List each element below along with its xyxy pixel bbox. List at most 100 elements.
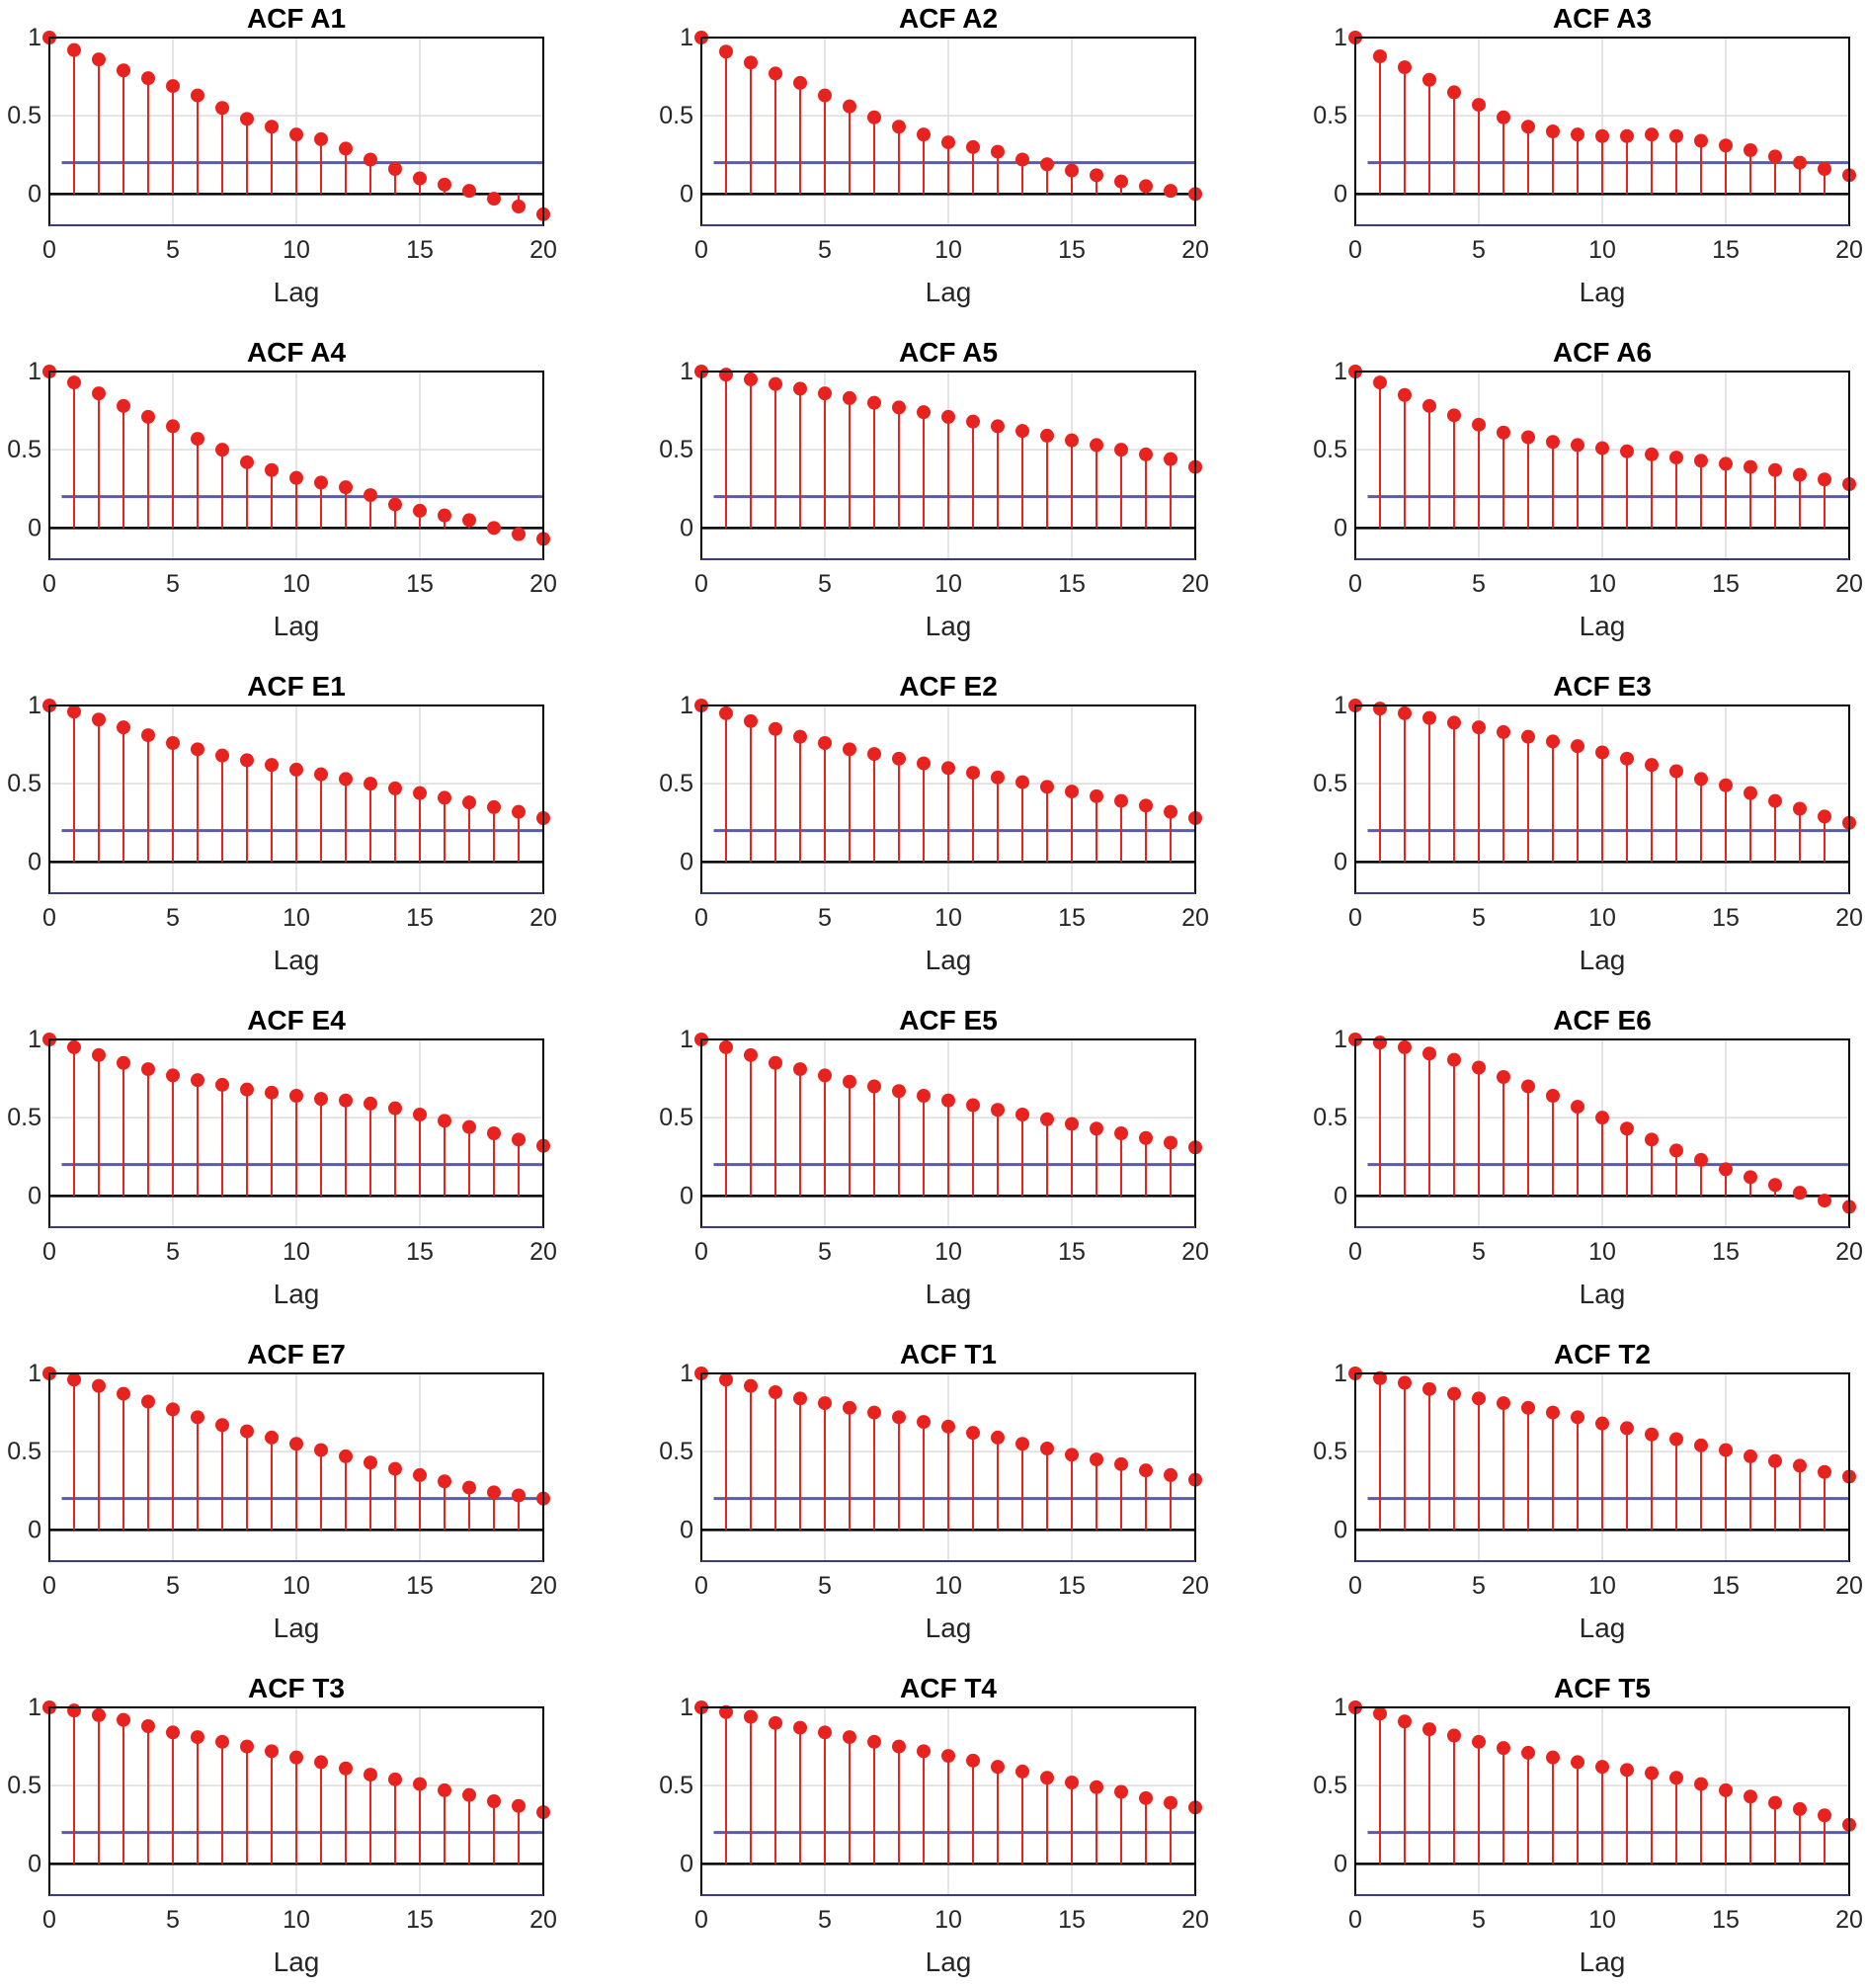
x-tick-label: 15 xyxy=(1712,1572,1740,1600)
panel-title: ACF E3 xyxy=(1553,671,1652,702)
acf-marker-15 xyxy=(1719,1162,1733,1177)
panel-title: ACF T3 xyxy=(248,1673,345,1703)
x-tick-label: 15 xyxy=(406,1906,434,1934)
y-tick-label: 0.5 xyxy=(1313,1772,1347,1799)
acf-marker-1 xyxy=(719,1704,733,1719)
x-tick-label: 0 xyxy=(694,1906,708,1934)
acf-marker-14 xyxy=(388,162,402,176)
x-tick-label: 20 xyxy=(1181,570,1209,598)
acf-marker-18 xyxy=(487,799,501,814)
acf-marker-2 xyxy=(1398,387,1412,402)
acf-marker-17 xyxy=(462,1119,476,1134)
x-tick-label: 15 xyxy=(1058,1906,1086,1934)
x-tick-label: 15 xyxy=(406,904,434,932)
x-tick-label: 5 xyxy=(818,1572,832,1600)
x-tick-label: 20 xyxy=(1181,904,1209,932)
acf-marker-5 xyxy=(1472,1391,1486,1406)
acf-marker-11 xyxy=(314,1443,328,1457)
x-axis-label: Lag xyxy=(1580,945,1626,975)
x-tick-label: 20 xyxy=(529,904,557,932)
acf-marker-15 xyxy=(1065,1776,1079,1789)
acf-marker-13 xyxy=(1669,1432,1683,1447)
x-tick-label: 10 xyxy=(1588,1906,1616,1934)
y-tick-label: 0.5 xyxy=(659,1772,693,1799)
acf-marker-9 xyxy=(917,405,931,420)
x-tick-label: 5 xyxy=(818,236,832,264)
x-tick-label: 10 xyxy=(934,1906,962,1934)
acf-marker-13 xyxy=(1669,764,1683,779)
acf-marker-10 xyxy=(289,762,303,777)
acf-marker-7 xyxy=(1521,430,1535,445)
panel-title: ACF E5 xyxy=(899,1005,998,1035)
x-tick-label: 0 xyxy=(694,904,708,932)
acf-marker-3 xyxy=(1422,710,1436,725)
x-tick-label: 0 xyxy=(42,904,56,932)
x-tick-label: 0 xyxy=(694,1572,708,1600)
acf-marker-4 xyxy=(793,1391,807,1406)
acf-marker-17 xyxy=(1114,1456,1128,1471)
acf-marker-12 xyxy=(1645,1132,1659,1147)
x-tick-label: 10 xyxy=(1588,1572,1616,1600)
acf-marker-12 xyxy=(339,480,353,495)
y-tick-label: 0 xyxy=(28,1516,41,1543)
x-tick-label: 0 xyxy=(1348,1906,1362,1934)
acf-marker-17 xyxy=(462,1480,476,1495)
acf-marker-14 xyxy=(388,1461,402,1476)
acf-marker-2 xyxy=(92,52,106,67)
acf-marker-3 xyxy=(117,720,130,735)
acf-marker-5 xyxy=(818,1068,832,1083)
acf-marker-16 xyxy=(1090,1780,1103,1794)
acf-marker-7 xyxy=(867,110,881,124)
acf-marker-9 xyxy=(265,120,279,134)
acf-marker-2 xyxy=(92,1707,106,1722)
acf-marker-7 xyxy=(215,748,229,763)
x-tick-label: 0 xyxy=(42,1906,56,1934)
acf-marker-5 xyxy=(166,1402,180,1417)
x-tick-label: 20 xyxy=(529,236,557,264)
acf-marker-18 xyxy=(1139,447,1153,461)
acf-marker-13 xyxy=(364,488,377,503)
acf-marker-11 xyxy=(314,1092,328,1107)
acf-marker-15 xyxy=(1065,785,1079,799)
x-axis-label: Lag xyxy=(926,1279,972,1309)
acf-marker-4 xyxy=(141,1394,155,1409)
acf-marker-7 xyxy=(1521,1745,1535,1760)
acf-marker-8 xyxy=(1546,1089,1560,1103)
acf-marker-14 xyxy=(1040,157,1054,172)
acf-marker-10 xyxy=(289,1750,303,1765)
x-tick-label: 5 xyxy=(818,1906,832,1934)
x-tick-label: 20 xyxy=(1181,1238,1209,1266)
acf-marker-9 xyxy=(917,756,931,771)
acf-marker-13 xyxy=(1015,424,1029,439)
x-tick-label: 5 xyxy=(166,236,180,264)
x-tick-label: 5 xyxy=(1472,1238,1486,1266)
x-tick-label: 15 xyxy=(1712,1238,1740,1266)
x-tick-label: 0 xyxy=(1348,904,1362,932)
acf-marker-5 xyxy=(166,79,180,94)
acf-marker-8 xyxy=(240,455,254,469)
acf-marker-9 xyxy=(1571,739,1584,754)
acf-marker-4 xyxy=(141,409,155,424)
x-axis-label: Lag xyxy=(274,277,320,307)
acf-marker-18 xyxy=(1793,467,1807,482)
acf-marker-5 xyxy=(1472,98,1486,113)
acf-marker-7 xyxy=(1521,120,1535,134)
acf-marker-12 xyxy=(1645,758,1659,773)
x-tick-label: 20 xyxy=(529,1572,557,1600)
acf-marker-6 xyxy=(1497,1741,1510,1756)
acf-marker-8 xyxy=(892,1084,906,1099)
y-tick-label: 0 xyxy=(28,514,41,541)
acf-marker-4 xyxy=(793,1720,807,1735)
acf-marker-17 xyxy=(1114,174,1128,189)
acf-marker-9 xyxy=(265,1085,279,1100)
acf-marker-6 xyxy=(843,1730,856,1745)
acf-marker-4 xyxy=(1447,1728,1461,1743)
acf-marker-1 xyxy=(67,1039,81,1054)
acf-marker-16 xyxy=(1090,438,1103,453)
y-tick-label: 0 xyxy=(28,180,41,207)
acf-marker-2 xyxy=(1398,1714,1412,1729)
x-tick-label: 10 xyxy=(283,236,310,264)
